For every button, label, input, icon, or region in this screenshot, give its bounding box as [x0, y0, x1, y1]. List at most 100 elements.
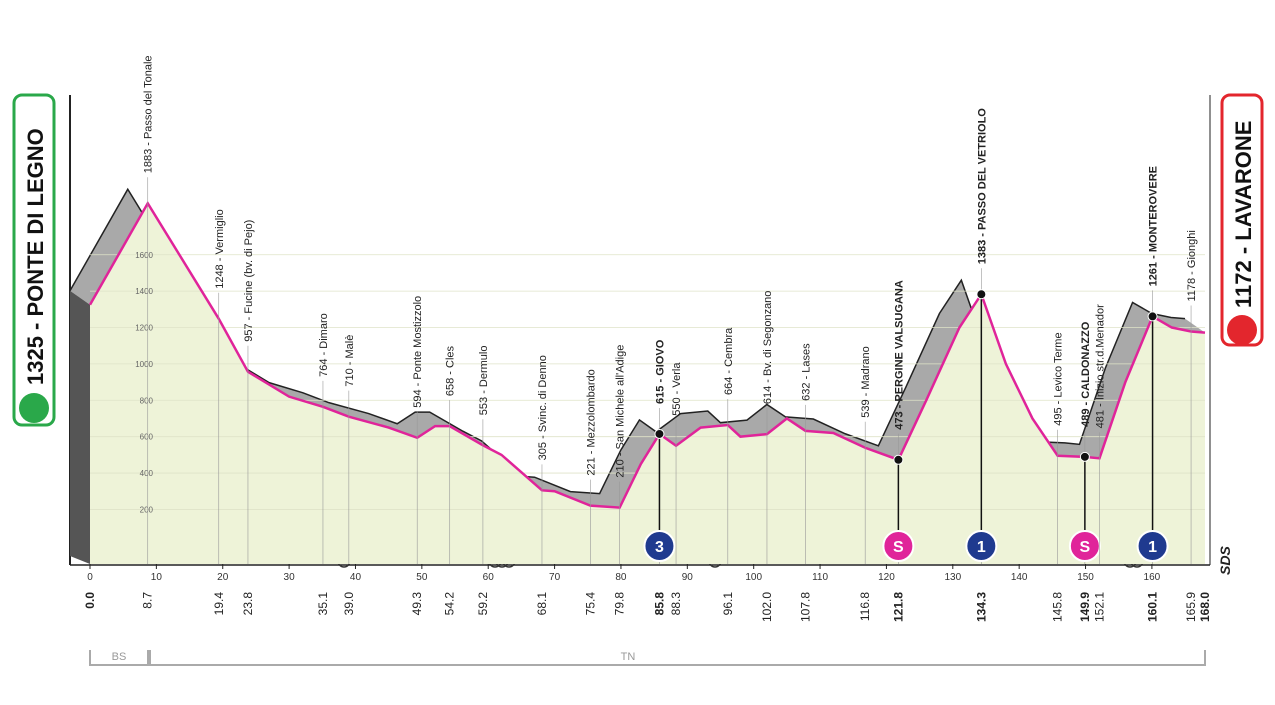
badge-dot: [976, 289, 987, 300]
badge-label: S: [1080, 539, 1091, 556]
x-tick-label: 80: [615, 572, 627, 583]
badge: [965, 530, 998, 562]
finish-banner: 1172 - LAVARONE: [1220, 93, 1264, 347]
y-tick-label: 200: [140, 505, 154, 514]
start-banner: 1325 - PONTE DI LEGNO: [12, 93, 56, 427]
km-label: 168.0: [1198, 592, 1212, 622]
km-label: 145.8: [1051, 592, 1065, 622]
x-tick-label: 30: [284, 572, 296, 583]
profile-line: [88, 200, 1206, 509]
y-tick-label: 800: [140, 396, 154, 405]
region-label: TN: [621, 651, 636, 663]
y-tick-label: 600: [140, 433, 154, 442]
waypoint-label: 664 - Cembra: [723, 327, 735, 395]
km-label: 165.9: [1184, 592, 1198, 622]
x-tick-label: 140: [1011, 572, 1028, 583]
km-label: 134.3: [974, 592, 988, 622]
waypoint-label: 1383 - PASSO DEL VETRIOLO: [976, 108, 988, 265]
waypoint-label: 594 - Ponte Mostizzolo: [412, 296, 424, 408]
waypoint-label: 305 - Svinc. di Denno: [537, 355, 549, 460]
km-label: 59.2: [476, 592, 490, 616]
km-label: 79.8: [613, 592, 627, 616]
km-label: 19.4: [212, 592, 226, 616]
waypoint-label: 957 - Fucine (bv. di Pejo): [243, 220, 255, 342]
x-tick-label: 100: [745, 572, 762, 583]
x-tick-label: 50: [416, 572, 428, 583]
km-label: 39.0: [342, 592, 356, 616]
km-label: 149.9: [1078, 592, 1092, 622]
km-label: 23.8: [241, 592, 255, 616]
x-tick-label: 150: [1077, 572, 1094, 583]
region-bracket: [89, 650, 149, 666]
x-tick-label: 0: [87, 572, 93, 583]
relief-band: [70, 189, 1205, 508]
region-brackets: BS TN: [89, 650, 1206, 666]
finish-label: 1172 - LAVARONE: [1231, 121, 1256, 308]
badge: [643, 530, 676, 562]
km-label: 121.8: [891, 592, 905, 622]
waypoint-label: 615 - GIOVO: [654, 339, 666, 404]
waypoint-label: 1883 - Passo del Tonale: [143, 55, 155, 173]
banner-frame: [12, 93, 56, 427]
cyclist-icon: [19, 393, 49, 423]
waypoint-label: 481 - Inizio str.d.Menador: [1094, 304, 1106, 428]
waypoint-label: 495 - Levico Terme: [1053, 332, 1065, 425]
km-label: 75.4: [583, 592, 597, 616]
waypoint-label: 710 - Malè: [344, 335, 356, 387]
start-label: 1325 - PONTE DI LEGNO: [23, 128, 48, 385]
badge-dot: [1147, 311, 1158, 322]
waypoint-label: 614 - Bv. di Segonzano: [762, 291, 774, 405]
x-tick-label: 120: [878, 572, 895, 583]
km-label: 35.1: [316, 592, 330, 616]
start-wall: [70, 290, 90, 564]
x-tick-label: 70: [549, 572, 561, 583]
km-label: 88.3: [669, 592, 683, 616]
km-label: 107.8: [798, 592, 812, 622]
badge-label: 1: [1148, 539, 1157, 556]
km-label: 8.7: [141, 592, 155, 609]
waypoint-label: 539 - Madrano: [860, 346, 872, 418]
waypoint-label: 550 - Verla: [671, 362, 683, 416]
waypoint-label: 489 - CALDONAZZO: [1080, 321, 1092, 427]
waypoint-label: 1178 - Gionghi: [1186, 230, 1198, 301]
km-label: 85.8: [652, 592, 666, 616]
y-tick-label: 1000: [135, 360, 153, 369]
logo: SDS: [1217, 546, 1233, 575]
badge: [1136, 530, 1169, 562]
y-tick-label: 1200: [135, 324, 153, 333]
badge-label: S: [893, 539, 904, 556]
x-tick-label: 20: [217, 572, 229, 583]
km-label: 96.1: [721, 592, 735, 616]
waypoint-label: 632 - Lases: [800, 343, 812, 401]
km-label: 0.0: [83, 592, 97, 609]
waypoint-label: 658 - Cles: [445, 345, 457, 396]
badge-dot: [1079, 451, 1090, 462]
km-label: 160.1: [1146, 592, 1160, 622]
badge-dot: [654, 428, 665, 439]
waypoint-label: 1248 - Vermiglio: [214, 209, 226, 289]
waypoint-label: 221 - Mezzolombardo: [585, 369, 597, 475]
km-label: 68.1: [535, 592, 549, 616]
y-tick-label: 1400: [135, 287, 153, 296]
x-tick-label: 60: [483, 572, 495, 583]
x-tick-label: 90: [682, 572, 694, 583]
x-tick-label: 130: [944, 572, 961, 583]
badge-dot: [893, 454, 904, 465]
km-label: 54.2: [443, 592, 457, 616]
waypoint-label: 553 - Dermulo: [478, 346, 490, 416]
y-tick-label: 1600: [135, 251, 153, 260]
badge-label: 3: [655, 539, 664, 556]
x-tick-label: 40: [350, 572, 362, 583]
profile-fill: [90, 203, 1205, 565]
cyclist-icon: [1227, 315, 1257, 345]
km-label: 49.3: [410, 592, 424, 616]
region-bracket: [149, 650, 1206, 666]
profile-layer: [69, 187, 1205, 565]
km-label: 102.0: [760, 592, 774, 622]
region-label: BS: [112, 651, 127, 663]
y-tick-label: 400: [140, 469, 154, 478]
badge: [882, 530, 915, 562]
km-label: 116.8: [858, 592, 872, 621]
x-tick-label: 110: [812, 572, 828, 583]
